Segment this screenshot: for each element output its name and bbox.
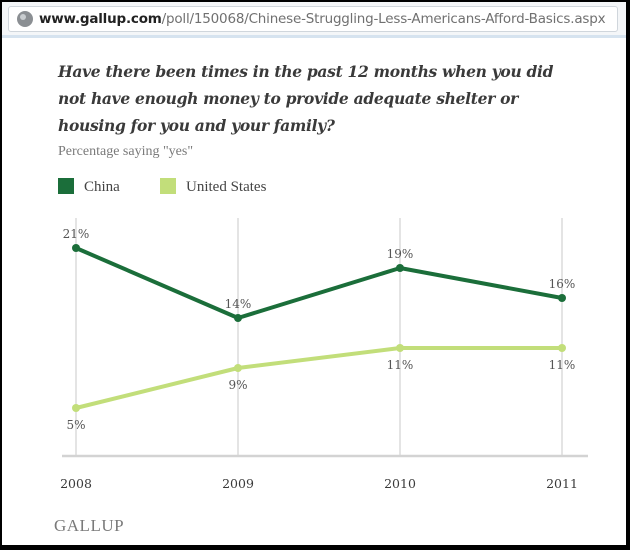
data-point-china-2009 — [234, 314, 242, 322]
x-axis: 2008 2009 2010 2011 — [60, 454, 588, 491]
x-tick-label: 2009 — [222, 476, 254, 491]
legend-label-united-states: United States — [186, 179, 267, 195]
grid-layer — [75, 218, 563, 456]
url-domain: www.gallup.com — [39, 11, 162, 27]
data-point-united-states-2011 — [558, 344, 566, 352]
gallup-logo: GALLUP — [54, 516, 125, 535]
globe-icon — [17, 11, 33, 27]
browser-address-bar[interactable]: www.gallup.com/poll/150068/Chinese-Strug… — [2, 2, 626, 38]
x-tick-label: 2010 — [384, 476, 416, 491]
data-label-united-states-2009: 9% — [228, 378, 247, 392]
x-tick-label: 2008 — [60, 476, 92, 491]
address-field[interactable]: www.gallup.com/poll/150068/Chinese-Strug… — [8, 6, 618, 32]
data-label-china-2009: 14% — [225, 297, 252, 311]
data-point-china-2011 — [558, 294, 566, 302]
series-layer — [72, 244, 566, 412]
chart-question-title: Have there been times in the past 12 mon… — [58, 62, 554, 135]
data-point-united-states-2009 — [234, 364, 242, 372]
legend-swatch-united-states — [160, 178, 176, 194]
series-line-china — [74, 246, 564, 320]
chart-subtitle: Percentage saying "yes" — [58, 144, 194, 159]
data-point-united-states-2008 — [72, 404, 80, 412]
data-label-china-2010: 19% — [387, 247, 414, 261]
x-tick-label: 2011 — [546, 476, 578, 491]
url-path: /poll/150068/Chinese-Struggling-Less-Ame… — [161, 11, 606, 27]
data-point-united-states-2010 — [396, 344, 404, 352]
page-frame: www.gallup.com/poll/150068/Chinese-Strug… — [2, 2, 626, 545]
url-text[interactable]: www.gallup.com/poll/150068/Chinese-Strug… — [39, 11, 606, 27]
data-label-china-2011: 16% — [549, 277, 576, 291]
legend-label-china: China — [84, 179, 120, 195]
data-label-china-2008: 21% — [63, 227, 90, 241]
legend-item-united-states: United States — [160, 178, 266, 196]
data-label-united-states-2010: 11% — [387, 358, 414, 372]
data-point-china-2008 — [72, 244, 80, 252]
series-line-united-states — [74, 346, 564, 410]
legend-swatch-china — [58, 178, 74, 194]
data-labels: 21% 14% 19% 16% 5% 9% 11% 11% — [63, 227, 576, 432]
data-label-united-states-2008: 5% — [66, 418, 85, 432]
data-point-china-2010 — [396, 264, 404, 272]
data-label-united-states-2011: 11% — [549, 358, 576, 372]
legend-item-china: China — [58, 178, 120, 196]
